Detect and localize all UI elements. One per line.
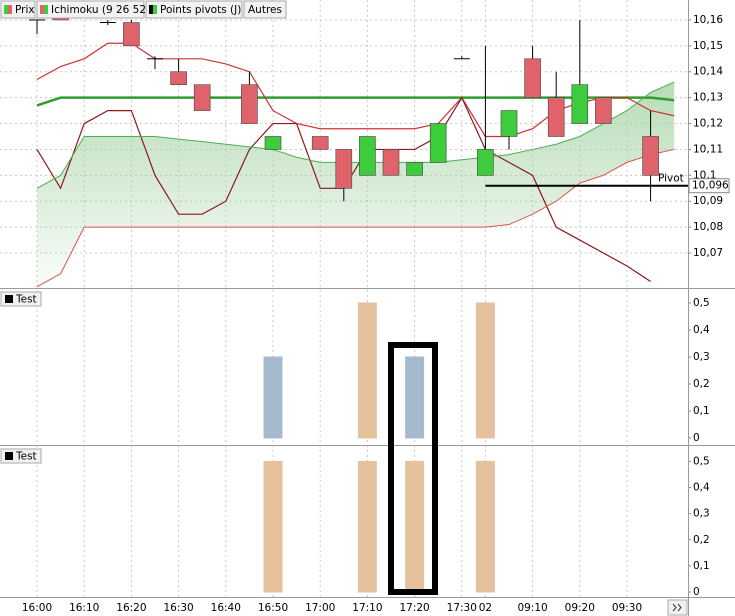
- button-icon: [8, 5, 12, 14]
- x-tick-label: 16:40: [211, 602, 241, 614]
- y-tick-label: 0,2: [693, 378, 710, 390]
- y-tick-label: 10,07: [693, 247, 723, 259]
- bar: [405, 356, 425, 439]
- indicator-line: [36, 42, 675, 138]
- candle-body: [547, 97, 565, 137]
- pivot-value-box: [688, 178, 730, 194]
- candle-body: [571, 84, 589, 124]
- bar: [357, 460, 377, 593]
- y-tick-label: 10,14: [693, 66, 723, 78]
- y-tick-label: 10,12: [693, 118, 723, 130]
- x-tick-label: 09:20: [565, 602, 595, 614]
- plot-layer: [29, 1, 688, 593]
- y-tick-label: 0,5: [693, 455, 710, 467]
- y-tick-label: 0: [693, 432, 700, 444]
- x-tick-label: 17:30: [447, 602, 477, 614]
- panel-label-icon: [5, 452, 13, 460]
- indicator-line: [36, 81, 675, 189]
- y-tick-label: 10,08: [693, 221, 723, 233]
- y-tick-label: 0,4: [693, 482, 710, 494]
- toolbar-label: Ichimoku (9 26 52): [51, 4, 150, 16]
- toolbar-label: Autres: [248, 4, 282, 16]
- y-tick-label: 0: [693, 586, 700, 598]
- button-icon: [4, 5, 8, 14]
- candle-body: [311, 136, 329, 150]
- candle-body: [359, 136, 376, 176]
- x-tick-label: 16:00: [22, 602, 52, 614]
- x-tick-label: 02: [479, 602, 492, 614]
- candle-body: [524, 58, 541, 98]
- x-tick-label: 17:20: [399, 602, 429, 614]
- bar: [263, 356, 283, 439]
- candle-body: [170, 71, 187, 85]
- indicator-line: [36, 96, 675, 107]
- toolbar-label: Prix: [15, 4, 35, 16]
- candle-body: [123, 22, 140, 47]
- button-icon: [40, 5, 44, 14]
- toolbar-button[interactable]: [36, 0, 145, 19]
- x-tick-label: 16:20: [116, 602, 146, 614]
- candle-body: [500, 110, 518, 137]
- y-tick-label: 0,1: [693, 405, 710, 417]
- button-icon: [153, 5, 157, 14]
- bar: [475, 302, 495, 439]
- panel-title: Test: [15, 451, 37, 463]
- candle-body: [264, 136, 282, 150]
- y-tick-label: 0,3: [693, 508, 710, 520]
- y-tick-label: 0,3: [693, 351, 710, 363]
- x-tick-label: 09:30: [612, 602, 642, 614]
- candle-body: [477, 149, 494, 176]
- candle-body: [595, 97, 612, 124]
- bar: [475, 460, 495, 593]
- x-tick-label: 17:10: [352, 602, 382, 614]
- x-tick-label: 09:10: [517, 602, 547, 614]
- y-tick-label: 0,1: [693, 560, 710, 572]
- panel-label-icon: [5, 295, 13, 303]
- indicator-line: [36, 148, 675, 288]
- toolbar-label: Points pivots (J): [160, 4, 241, 16]
- candle-body: [642, 136, 659, 176]
- x-tick-label: 16:10: [69, 602, 99, 614]
- candle-body: [429, 123, 447, 163]
- bar: [405, 460, 425, 593]
- toolbar-button[interactable]: [145, 0, 243, 19]
- button-icon: [149, 5, 153, 14]
- candle-body: [241, 84, 258, 124]
- cloud-fill: [37, 82, 675, 287]
- y-tick-label: 0,4: [693, 324, 710, 336]
- y-tick-label: 10,13: [693, 92, 723, 104]
- y-tick-label: 10,11: [693, 143, 723, 155]
- scroll-button[interactable]: [667, 599, 688, 616]
- button-icon: [44, 5, 48, 14]
- pivot-value-label: 10,096: [692, 180, 729, 192]
- y-tick-label: 10,09: [693, 195, 723, 207]
- x-tick-label: 16:30: [163, 602, 193, 614]
- x-tick-label: 17:00: [305, 602, 335, 614]
- bar: [357, 302, 377, 439]
- y-tick-label: 0,2: [693, 534, 710, 546]
- candle-body: [193, 84, 211, 111]
- candle-body: [335, 149, 353, 189]
- panel-title: Test: [15, 294, 37, 306]
- y-tick-label: 10,15: [693, 40, 723, 52]
- candle-body: [382, 149, 400, 176]
- y-tick-label: 10,16: [693, 14, 723, 26]
- bar: [263, 460, 283, 593]
- highlight-box: [388, 342, 438, 595]
- toolbar-button[interactable]: [243, 0, 287, 19]
- y-tick-label: 0,5: [693, 297, 710, 309]
- scroll-icon: [672, 603, 682, 612]
- candle-body: [406, 162, 423, 176]
- pivot-name: Pivot: [658, 173, 684, 185]
- x-tick-label: 16:50: [258, 602, 288, 614]
